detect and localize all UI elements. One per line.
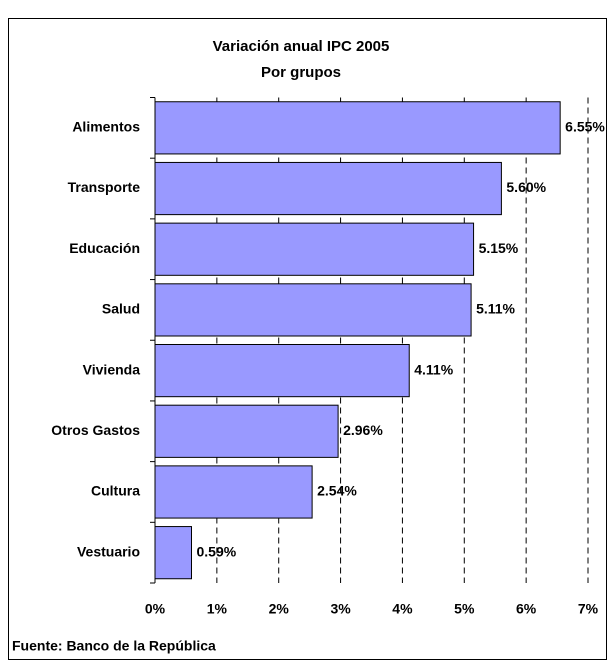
value-label: 0.59% [196, 543, 236, 559]
y-tick-label: Otros Gastos [51, 422, 140, 438]
chart-subtitle: Por grupos [261, 64, 341, 81]
source-note: Fuente: Banco de la República [12, 638, 216, 654]
bar [154, 526, 192, 580]
x-tick-label: 3% [330, 601, 351, 617]
x-tick-label: 6% [516, 601, 537, 617]
x-tick-label: 5% [454, 601, 475, 617]
x-tick-label: 0% [145, 601, 166, 617]
value-label: 2.54% [317, 483, 357, 499]
y-tick-label: Vestuario [77, 543, 140, 559]
y-tick-label: Salud [102, 301, 140, 317]
bar [154, 465, 313, 519]
bar [154, 343, 410, 398]
value-label: 5.60% [506, 179, 546, 195]
bar [154, 101, 561, 155]
bar [154, 283, 472, 337]
y-tick-label: Vivienda [83, 361, 141, 377]
value-label: 2.96% [343, 422, 383, 438]
value-label: 5.15% [479, 240, 519, 256]
x-tick-label: 7% [578, 601, 599, 617]
bar [154, 404, 339, 458]
bar [154, 222, 475, 276]
x-tick-label: 2% [269, 601, 290, 617]
bar [154, 161, 502, 216]
chart-title: Variación anual IPC 2005 [213, 38, 390, 55]
x-tick-label: 1% [207, 601, 228, 617]
y-tick-label: Alimentos [72, 119, 140, 135]
value-label: 5.11% [476, 301, 515, 317]
x-tick-label: 4% [392, 601, 413, 617]
value-label: 6.55% [565, 119, 605, 135]
y-tick-label: Cultura [91, 483, 140, 499]
value-label: 4.11% [414, 361, 453, 377]
y-tick-label: Transporte [68, 179, 141, 195]
y-tick-label: Educación [69, 240, 140, 256]
